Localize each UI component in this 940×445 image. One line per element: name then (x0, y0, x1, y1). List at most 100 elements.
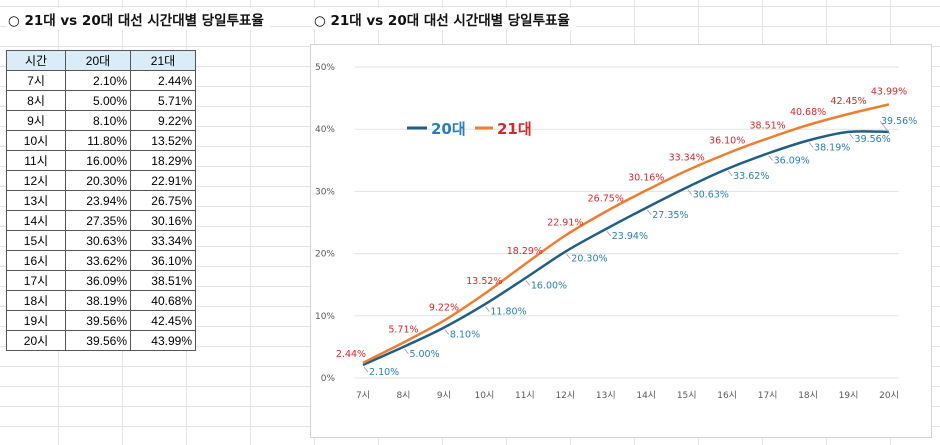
table-header-row: 시간 20대 21대 (6, 50, 196, 71)
label-leader (404, 348, 409, 355)
label-leader (525, 280, 531, 286)
x-tick-label: 9시 (437, 390, 451, 401)
cell-20th[interactable]: 16.00% (65, 150, 131, 171)
x-tick-label: 10시 (475, 390, 495, 401)
cell-time[interactable]: 10시 (6, 130, 66, 151)
cell-21st[interactable]: 2.44% (130, 70, 196, 91)
data-label-20th: 2.10% (369, 367, 399, 378)
cell-21st[interactable]: 40.68% (130, 290, 196, 311)
data-label-20th: 20.30% (571, 254, 607, 265)
cell-time[interactable]: 20시 (6, 330, 66, 351)
table-row: 8시 5.00% 5.71% (6, 90, 196, 111)
data-label-21st: 13.52% (466, 276, 502, 287)
data-label-20th: 39.56% (881, 116, 917, 127)
cell-time[interactable]: 7시 (6, 70, 66, 91)
table-row: 12시 20.30% 22.91% (6, 170, 196, 191)
label-leader (444, 329, 450, 335)
cell-20th[interactable]: 11.80% (65, 130, 131, 151)
x-tick-label: 19시 (839, 390, 859, 401)
label-leader (485, 306, 490, 312)
label-leader (687, 189, 693, 195)
cell-21st[interactable]: 43.99% (130, 330, 196, 351)
label-leader (727, 170, 733, 177)
data-label-20th: 27.35% (652, 210, 688, 221)
cell-20th[interactable]: 2.10% (65, 70, 131, 91)
cell-21st[interactable]: 30.16% (130, 210, 196, 231)
y-tick-label: 20% (315, 250, 335, 260)
table-title: ○ 21대 vs 20대 대선 시간대별 당일투표율 (6, 8, 270, 30)
cell-21st[interactable]: 26.75% (130, 190, 196, 211)
label-leader (646, 209, 652, 216)
table-row: 7시 2.10% 2.44% (6, 70, 196, 91)
turnout-line-chart[interactable]: 0% 10% 20% 30% 40% 50% 7시 8시 9시 10시 11시 12시 13시 14시 15… (310, 44, 932, 438)
label-leader (879, 120, 891, 135)
data-label-21st: 9.22% (429, 303, 459, 314)
cell-20th[interactable]: 39.56% (65, 330, 131, 351)
table-row: 18시 38.19% 40.68% (6, 290, 196, 311)
cell-time[interactable]: 16시 (6, 250, 66, 271)
cell-21st[interactable]: 9.22% (130, 110, 196, 131)
data-label-21st: 26.75% (588, 194, 624, 205)
cell-time[interactable]: 15시 (6, 230, 66, 251)
header-20th[interactable]: 20대 (65, 50, 131, 71)
label-leader (606, 230, 612, 237)
cell-time[interactable]: 18시 (6, 290, 66, 311)
cell-20th[interactable]: 23.94% (65, 190, 131, 211)
legend-label-20th: 20대 (431, 120, 466, 138)
table-row: 19시 39.56% 42.45% (6, 310, 196, 331)
y-tick-label: 0% (321, 374, 336, 384)
data-label-20th: 39.56% (855, 134, 891, 145)
cell-20th[interactable]: 5.00% (65, 90, 131, 111)
cell-20th[interactable]: 8.10% (65, 110, 131, 131)
data-label-20th: 8.10% (450, 330, 480, 341)
cell-time[interactable]: 12시 (6, 170, 66, 191)
data-label-21st: 40.68% (790, 107, 826, 118)
header-21st[interactable]: 21대 (130, 50, 196, 71)
cell-20th[interactable]: 27.35% (65, 210, 131, 231)
cell-20th[interactable]: 33.62% (65, 250, 131, 271)
cell-21st[interactable]: 42.45% (130, 310, 196, 331)
cell-20th[interactable]: 30.63% (65, 230, 131, 251)
y-tick-label: 40% (315, 125, 335, 135)
table-row: 20시 39.56% 43.99% (6, 330, 196, 351)
turnout-table: 시간 20대 21대 7시 2.10% 2.44% 8시 5.00% 5.71% 9시 8.1… (6, 50, 196, 351)
cell-21st[interactable]: 5.71% (130, 90, 196, 111)
header-time[interactable]: 시간 (6, 50, 66, 71)
y-tick-label: 30% (315, 187, 335, 197)
cell-time[interactable]: 9시 (6, 110, 66, 131)
data-label-20th: 38.19% (814, 142, 850, 153)
table-row: 16시 33.62% 36.10% (6, 250, 196, 271)
cell-21st[interactable]: 18.29% (130, 150, 196, 171)
cell-20th[interactable]: 38.19% (65, 290, 131, 311)
cell-21st[interactable]: 33.34% (130, 230, 196, 251)
cell-21st[interactable]: 22.91% (130, 170, 196, 191)
data-label-21st: 22.91% (547, 217, 583, 228)
data-label-20th: 30.63% (693, 189, 729, 200)
data-label-20th: 11.80% (490, 307, 526, 318)
cell-time[interactable]: 19시 (6, 310, 66, 331)
data-label-21st: 36.10% (709, 135, 745, 146)
data-label-20th: 23.94% (612, 231, 648, 242)
table-row: 13시 23.94% 26.75% (6, 190, 196, 211)
cell-time[interactable]: 17시 (6, 270, 66, 291)
cell-20th[interactable]: 39.56% (65, 310, 131, 331)
label-leader (768, 155, 773, 161)
cell-time[interactable]: 11시 (6, 150, 66, 171)
cell-21st[interactable]: 38.51% (130, 270, 196, 291)
cell-20th[interactable]: 36.09% (65, 270, 131, 291)
table-row: 17시 36.09% 38.51% (6, 270, 196, 291)
label-leader (808, 142, 814, 148)
table-row: 15시 30.63% 33.34% (6, 230, 196, 251)
data-label-21st: 33.34% (669, 153, 705, 164)
x-tick-label: 16시 (717, 390, 737, 401)
cell-21st[interactable]: 36.10% (130, 250, 196, 271)
data-label-20th: 5.00% (409, 349, 439, 360)
cell-21st[interactable]: 13.52% (130, 130, 196, 151)
cell-20th[interactable]: 20.30% (65, 170, 131, 191)
label-leader (363, 366, 369, 373)
label-leader (849, 133, 854, 140)
cell-time[interactable]: 13시 (6, 190, 66, 211)
cell-time[interactable]: 8시 (6, 90, 66, 111)
x-tick-label: 15시 (677, 390, 697, 401)
cell-time[interactable]: 14시 (6, 210, 66, 231)
